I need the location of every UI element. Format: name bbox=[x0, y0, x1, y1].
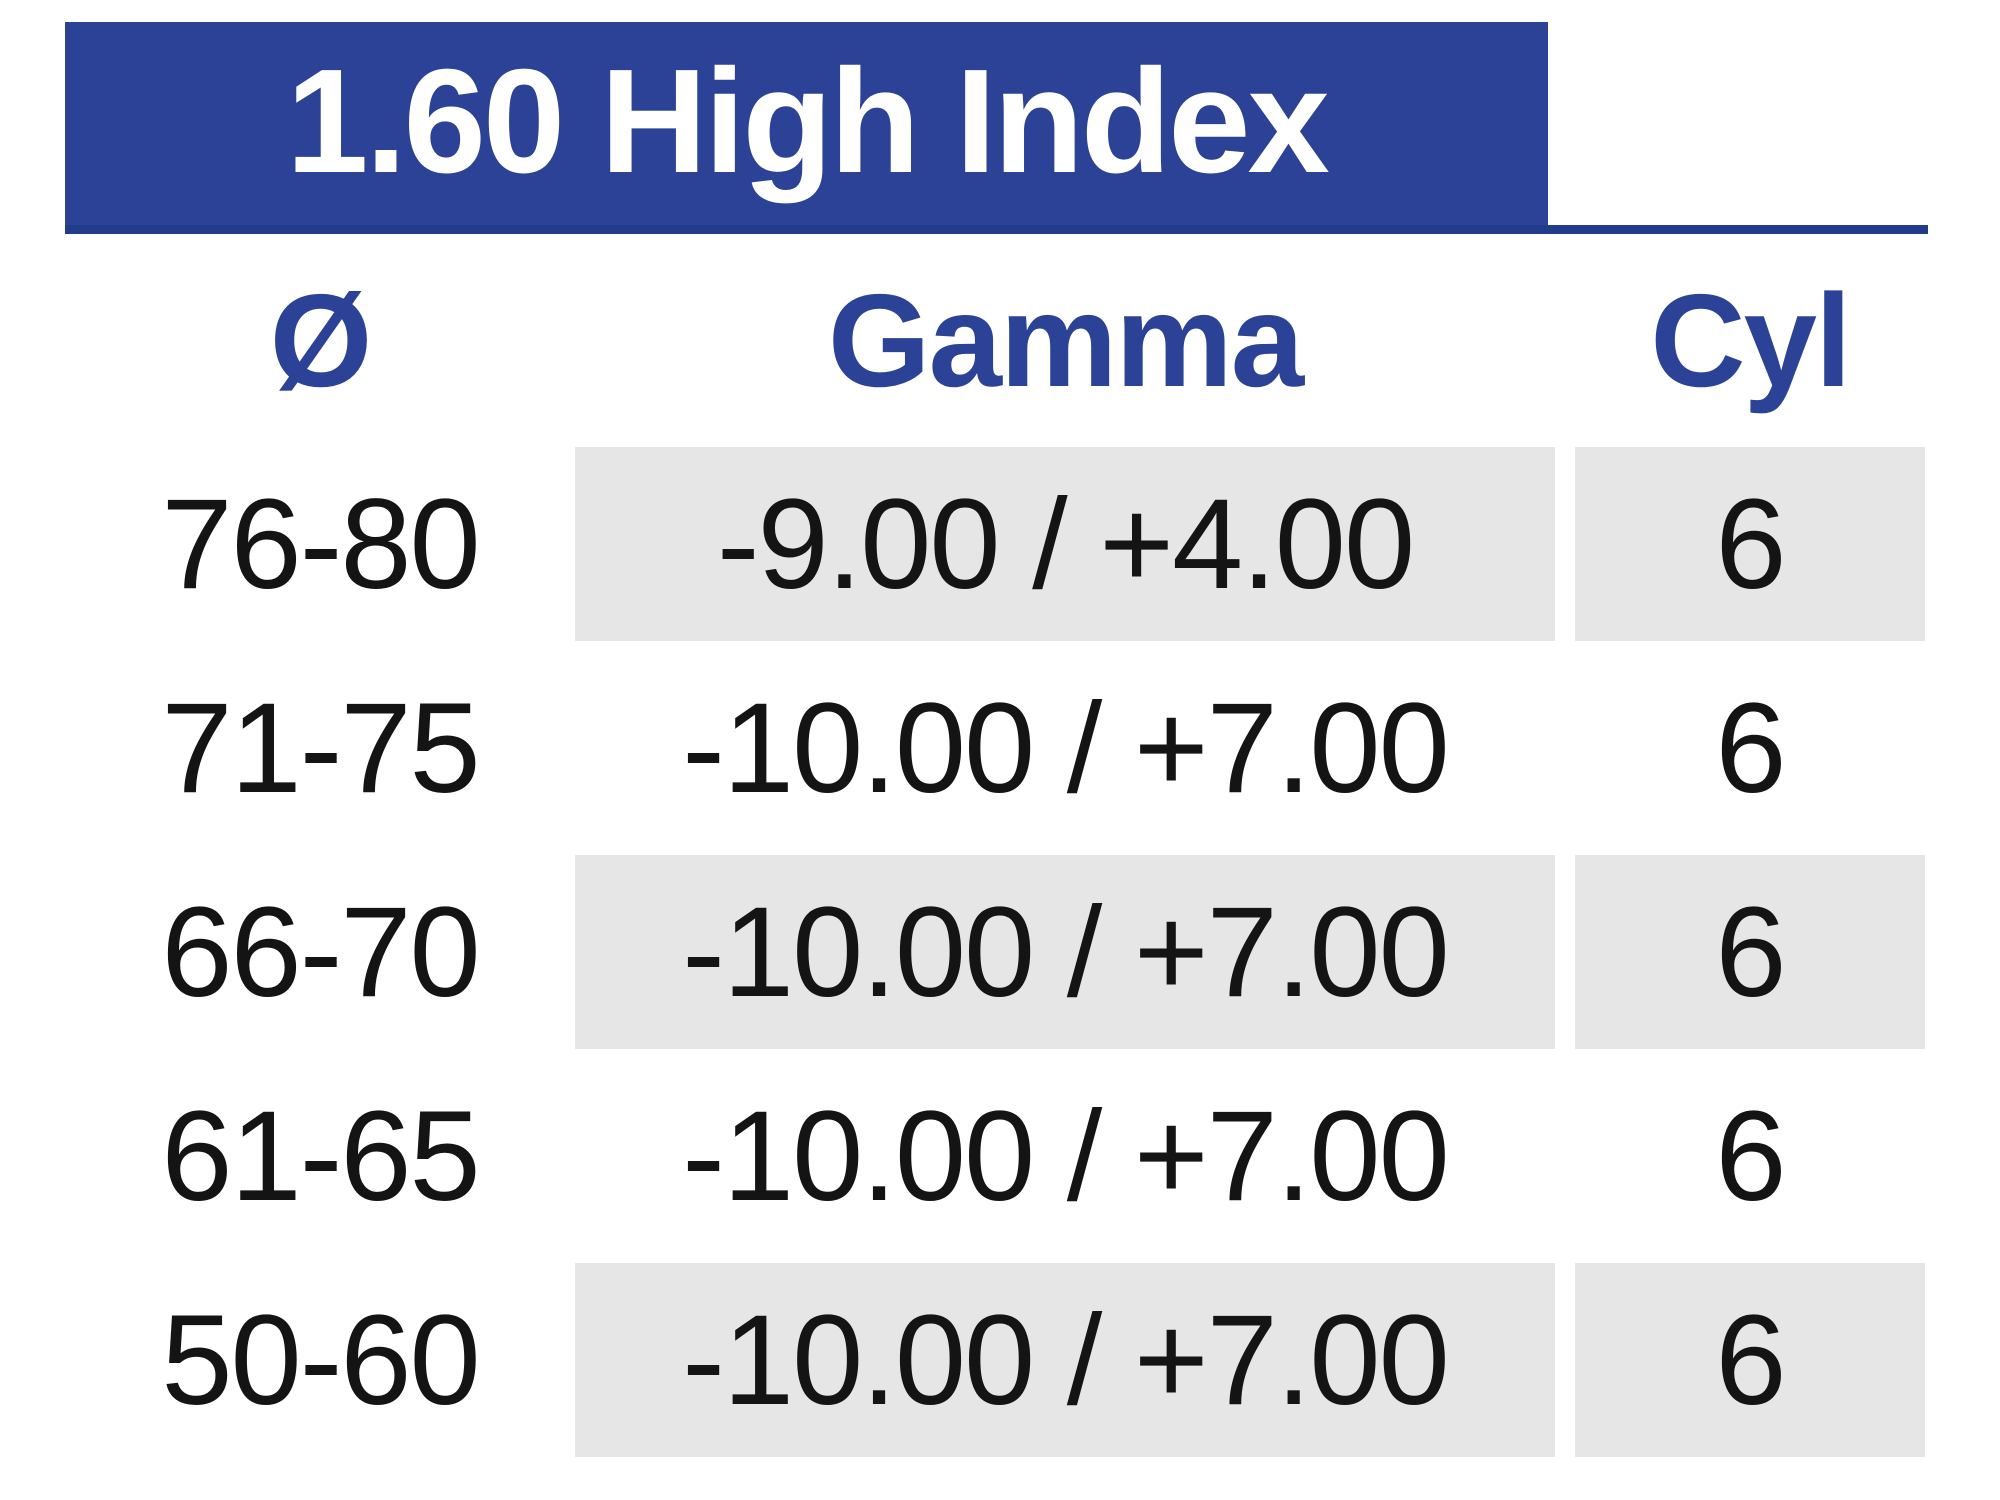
cell-gutter bbox=[1555, 442, 1575, 646]
cell-gutter bbox=[1555, 1258, 1575, 1462]
gamma-cell: -9.00 / +4.00 bbox=[575, 447, 1555, 641]
column-header-gamma: Gamma bbox=[827, 267, 1304, 414]
diameter-cell: 76-80 bbox=[161, 472, 480, 616]
cell-gutter bbox=[1555, 1054, 1575, 1258]
gamma-cell: -10.00 / +7.00 bbox=[575, 855, 1555, 1049]
cyl-cell: 6 bbox=[1575, 447, 1925, 641]
column-header-diameter: Ø bbox=[269, 267, 373, 414]
cell-gutter bbox=[1555, 850, 1575, 1054]
title-banner: 1.60 High Index bbox=[65, 22, 1548, 230]
gamma-cell: -10.00 / +7.00 bbox=[682, 676, 1450, 820]
column-gutter bbox=[1555, 248, 1575, 433]
column-header-cyl: Cyl bbox=[1650, 267, 1851, 414]
table-title: 1.60 High Index bbox=[286, 39, 1330, 204]
cyl-cell: 6 bbox=[1715, 676, 1786, 820]
diameter-cell: 66-70 bbox=[161, 880, 480, 1024]
table-row: 71-75 -10.00 / +7.00 6 bbox=[65, 646, 1925, 850]
cyl-cell: 6 bbox=[1715, 1084, 1786, 1228]
gamma-cell: -10.00 / +7.00 bbox=[575, 1263, 1555, 1457]
diameter-cell: 71-75 bbox=[161, 676, 480, 820]
diameter-cell: 50-60 bbox=[161, 1288, 480, 1432]
banner-underline-rule bbox=[65, 225, 1928, 234]
cell-gutter bbox=[1555, 646, 1575, 850]
table-row: 61-65 -10.00 / +7.00 6 bbox=[65, 1054, 1925, 1258]
table-row: 66-70 -10.00 / +7.00 6 bbox=[65, 850, 1925, 1054]
diameter-cell: 61-65 bbox=[161, 1084, 480, 1228]
table-row: 76-80 -9.00 / +4.00 6 bbox=[65, 442, 1925, 646]
column-header-row: Ø Gamma Cyl bbox=[65, 248, 1925, 433]
table-body: 76-80 -9.00 / +4.00 6 71-75 -10.00 / +7.… bbox=[0, 442, 2000, 1462]
cyl-cell: 6 bbox=[1575, 855, 1925, 1049]
gamma-cell: -10.00 / +7.00 bbox=[682, 1084, 1450, 1228]
table-row: 50-60 -10.00 / +7.00 6 bbox=[65, 1258, 1925, 1462]
cyl-cell: 6 bbox=[1575, 1263, 1925, 1457]
